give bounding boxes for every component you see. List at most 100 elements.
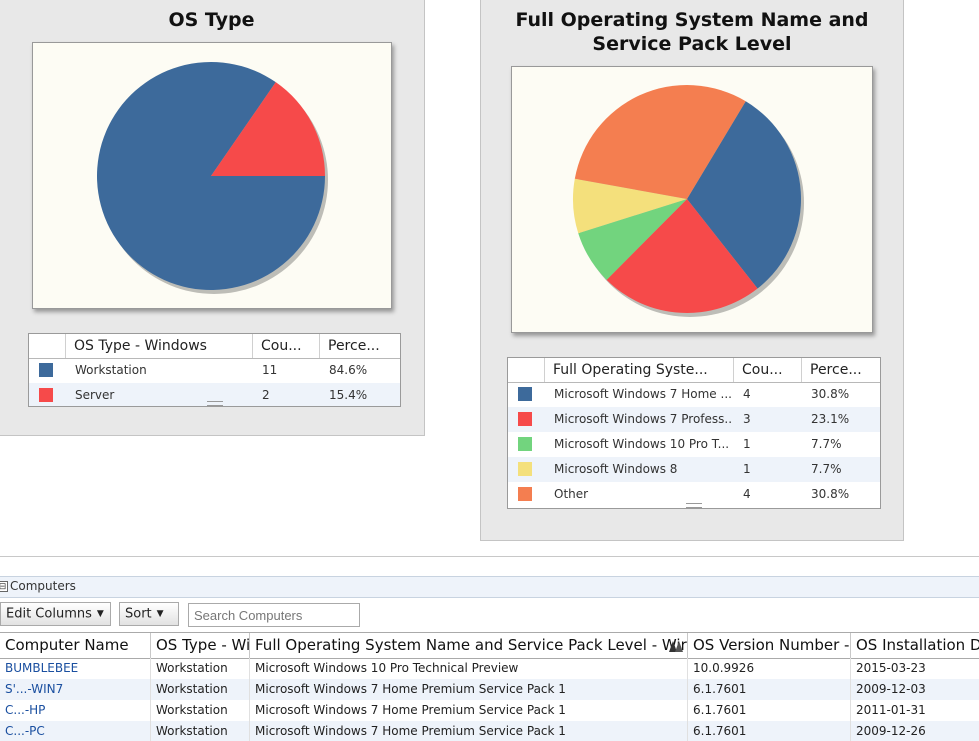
full-os-pie[interactable]	[512, 67, 872, 332]
legend-row[interactable]: Microsoft Windows 8 1 7.7%	[508, 457, 880, 482]
legend-percent: 7.7%	[811, 437, 842, 451]
legend-count: 3	[743, 412, 751, 426]
legend-label: Workstation	[75, 363, 147, 377]
cell-computer-name[interactable]: C...-PC	[0, 721, 151, 741]
legend-count: 1	[743, 462, 751, 476]
pie-slice[interactable]	[574, 85, 746, 199]
legend-swatch	[518, 412, 532, 426]
pie-slice[interactable]	[211, 82, 325, 176]
os-type-panel: OS Type OS Type - Windows Cou... Perce..…	[0, 0, 425, 436]
legend-header: OS Type - Windows Cou... Perce...	[29, 334, 400, 359]
section-divider	[0, 556, 979, 557]
cell-os-type: Workstation	[151, 658, 250, 679]
resize-grip[interactable]	[206, 401, 223, 406]
legend-swatch	[518, 462, 532, 476]
cell-os-version: 6.1.7601	[688, 721, 851, 741]
legend-header-count[interactable]: Cou...	[252, 334, 319, 358]
legend-label: Other	[554, 487, 589, 501]
legend-label: Server	[75, 388, 115, 402]
sort-label: Sort	[125, 606, 152, 622]
edit-columns-label: Edit Columns	[6, 606, 92, 622]
legend-percent: 30.8%	[811, 387, 850, 401]
table-row[interactable]: C...-PC Workstation Microsoft Windows 7 Ho…	[0, 721, 979, 741]
cell-os-version: 6.1.7601	[688, 679, 851, 700]
full-os-legend: Full Operating Syste... Cou... Perce... …	[507, 357, 881, 509]
cell-os-install-date: 2009-12-03	[851, 679, 979, 700]
cell-full-os-name: Microsoft Windows 7 Home Premium Service…	[250, 700, 688, 721]
legend-row[interactable]: Workstation 11 84.6%	[29, 358, 400, 383]
legend-count: 1	[743, 437, 751, 451]
legend-row[interactable]: Server 2 15.4%	[29, 383, 400, 406]
os-type-title: OS Type	[168, 9, 255, 31]
collapse-toggle-icon[interactable]: ⊟	[0, 581, 8, 592]
table-row[interactable]: S'...-WIN7 Workstation Microsoft Windows 7…	[0, 679, 979, 700]
legend-label: Microsoft Windows 7 Profess...	[554, 412, 733, 426]
edit-columns-button[interactable]: Edit Columns ▼	[0, 602, 111, 626]
cell-os-install-date: 2009-12-26	[851, 721, 979, 741]
column-header-full-os[interactable]: Full Operating System Name and Service P…	[250, 633, 688, 658]
cell-os-install-date: 2011-01-31	[851, 700, 979, 721]
legend-percent: 23.1%	[811, 412, 850, 426]
column-header-os-version[interactable]: OS Version Number -	[688, 633, 851, 658]
legend-count: 11	[262, 363, 278, 377]
legend-label: Microsoft Windows 8	[554, 462, 678, 476]
cell-full-os-name: Microsoft Windows 7 Home Premium Service…	[250, 721, 688, 741]
cell-os-type: Workstation	[151, 721, 250, 741]
pie-slice[interactable]	[606, 199, 758, 313]
cell-os-install-date: 2015-03-23	[851, 658, 979, 679]
pie-slice[interactable]	[573, 178, 687, 234]
legend-percent: 30.8%	[811, 487, 850, 501]
cell-os-version: 10.0.9926	[688, 658, 851, 679]
column-header-os-install-date[interactable]: OS Installation D	[851, 633, 979, 658]
legend-row[interactable]: Microsoft Windows 7 Home ... 4 30.8%	[508, 382, 880, 407]
legend-header-swatch	[29, 334, 65, 358]
cell-computer-name[interactable]: BUMBLEBEE	[0, 658, 151, 679]
sort-icon[interactable]	[668, 639, 684, 653]
legend-swatch	[518, 437, 532, 451]
computers-table: Computer Name OS Type - Wi Full Operatin…	[0, 632, 979, 741]
legend-header-count[interactable]: Cou...	[733, 358, 801, 382]
legend-percent: 7.7%	[811, 462, 842, 476]
os-type-chart[interactable]	[32, 42, 392, 309]
legend-row[interactable]: Other 4 30.8%	[508, 482, 880, 507]
os-type-pie[interactable]	[33, 43, 391, 308]
legend-header-percent[interactable]: Perce...	[801, 358, 880, 382]
legend-label: Microsoft Windows 10 Pro T...	[554, 437, 730, 451]
table-row[interactable]: BUMBLEBEE Workstation Microsoft Windows 10…	[0, 658, 979, 679]
legend-count: 4	[743, 487, 751, 501]
cell-computer-name[interactable]: C...-HP	[0, 700, 151, 721]
computers-section-header[interactable]: ⊟ Computers	[0, 576, 979, 598]
full-os-chart[interactable]	[511, 66, 873, 333]
cell-os-type: Workstation	[151, 679, 250, 700]
legend-row[interactable]: Microsoft Windows 7 Profess... 3 23.1%	[508, 407, 880, 432]
legend-header-name[interactable]: OS Type - Windows	[65, 334, 252, 358]
pie-slice[interactable]	[578, 199, 687, 280]
full-os-title-line2: Service Pack Level	[592, 33, 792, 55]
cell-full-os-name: Microsoft Windows 10 Pro Technical Previ…	[250, 658, 688, 679]
full-os-panel: Full Operating System Name and Service P…	[480, 0, 904, 541]
column-header-os-type[interactable]: OS Type - Wi	[151, 633, 250, 658]
pie-slice[interactable]	[97, 61, 325, 291]
legend-swatch	[39, 363, 53, 377]
column-header-computer-name[interactable]: Computer Name	[0, 633, 151, 658]
resize-grip[interactable]	[686, 503, 702, 508]
legend-swatch	[518, 387, 532, 401]
sort-button[interactable]: Sort ▼	[119, 602, 179, 626]
table-row[interactable]: C...-HP Workstation Microsoft Windows 7 Ho…	[0, 700, 979, 721]
cell-os-version: 6.1.7601	[688, 700, 851, 721]
legend-percent: 15.4%	[329, 388, 368, 402]
legend-count: 2	[262, 388, 270, 402]
legend-header-name[interactable]: Full Operating Syste...	[544, 358, 733, 382]
table-header: Computer Name OS Type - Wi Full Operatin…	[0, 632, 979, 659]
legend-row[interactable]: Microsoft Windows 10 Pro T... 1 7.7%	[508, 432, 880, 457]
legend-label: Microsoft Windows 7 Home ...	[554, 387, 732, 401]
legend-count: 4	[743, 387, 751, 401]
search-input[interactable]	[188, 603, 360, 627]
cell-computer-name[interactable]: S'...-WIN7	[0, 679, 151, 700]
legend-header-percent[interactable]: Perce...	[319, 334, 400, 358]
full-os-title-line1: Full Operating System Name and	[515, 9, 869, 31]
legend-swatch	[518, 487, 532, 501]
legend-percent: 84.6%	[329, 363, 368, 377]
pie-slice[interactable]	[687, 101, 801, 289]
chevron-down-icon: ▼	[156, 609, 164, 619]
